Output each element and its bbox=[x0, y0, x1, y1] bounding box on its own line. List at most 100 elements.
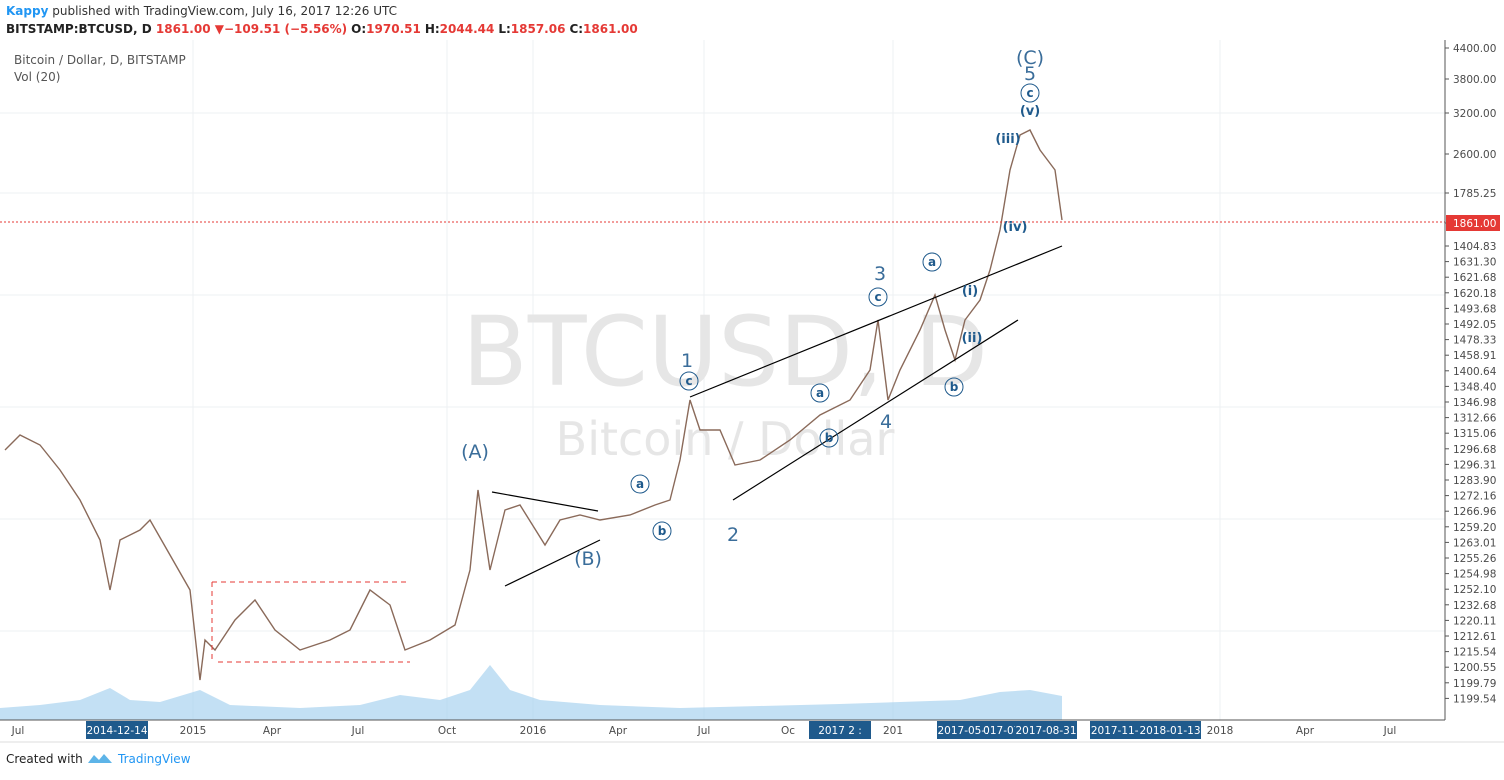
price-label: 1296.31 bbox=[1453, 459, 1496, 471]
price-label: 1458.91 bbox=[1453, 350, 1496, 362]
time-label: 2018 bbox=[1207, 725, 1234, 737]
footer-brand[interactable]: TradingView bbox=[117, 752, 191, 766]
price-label: 1785.25 bbox=[1453, 188, 1496, 200]
price-label: 1296.68 bbox=[1453, 444, 1496, 456]
time-label: Jul bbox=[11, 725, 25, 737]
watermark-name: Bitcoin / Dollar bbox=[556, 412, 895, 466]
time-label: 201 bbox=[883, 725, 903, 737]
price-label: 1620.18 bbox=[1453, 288, 1496, 300]
time-label: Apr bbox=[1296, 725, 1315, 737]
wave-labels: (C) 5 c (v) (iii) (iv) a (i) (ii) b 3 c … bbox=[461, 47, 1044, 570]
price-label: 3200.00 bbox=[1453, 108, 1496, 120]
time-label: 2014-12-14 bbox=[86, 725, 147, 737]
wave-label: b bbox=[950, 380, 959, 394]
time-label: 2017-11-1 bbox=[1091, 725, 1145, 737]
time-label: 2016 bbox=[520, 725, 547, 737]
author: Kappy bbox=[6, 4, 49, 18]
wave-label: (iv) bbox=[1003, 220, 1028, 235]
wave-label: a bbox=[816, 386, 824, 400]
price-label: 2600.00 bbox=[1453, 149, 1496, 161]
price-label: 1621.68 bbox=[1453, 272, 1496, 284]
price-label: 1266.96 bbox=[1453, 506, 1497, 518]
price-label: 1400.64 bbox=[1453, 366, 1497, 378]
wave-label: 2 bbox=[727, 524, 739, 546]
wave-label: 1 bbox=[681, 350, 693, 372]
price-label: 1283.90 bbox=[1453, 475, 1496, 487]
ohlc-key: L: bbox=[498, 22, 510, 36]
price-label: 1215.54 bbox=[1453, 647, 1497, 659]
price-labels: 4400.00 3800.00 3200.00 2600.00 1785.25 1861.… bbox=[1445, 43, 1500, 705]
time-labels: Jul 2014-12-14 2015 Apr Jul Oct 2016 Apr Jul Oc 20… bbox=[11, 721, 1397, 739]
price-label: 1493.68 bbox=[1453, 303, 1496, 315]
tv-logo bbox=[88, 754, 112, 763]
wave-circle bbox=[1020, 83, 1040, 103]
price-label: 1348.40 bbox=[1453, 381, 1496, 393]
price-label: 1346.98 bbox=[1453, 397, 1496, 409]
wave-label: 4 bbox=[880, 411, 892, 433]
ohlc-value: 1970.51 bbox=[366, 22, 421, 36]
wave-label: a bbox=[928, 255, 936, 269]
time-label: Jul bbox=[351, 725, 365, 737]
price-label: 4400.00 bbox=[1453, 43, 1496, 55]
change: −109.51 (−5.56%) bbox=[224, 22, 347, 36]
wave-circle bbox=[868, 287, 888, 307]
time-label: 2015 bbox=[180, 725, 207, 737]
price-label: 1220.11 bbox=[1453, 615, 1496, 627]
wave-label: (B) bbox=[574, 548, 602, 570]
wave-label: (v) bbox=[1020, 104, 1040, 119]
price-label: 3800.00 bbox=[1453, 74, 1496, 86]
time-label: 2018-01-13 bbox=[1139, 725, 1200, 737]
wave-label: (i) bbox=[962, 284, 978, 299]
time-badge bbox=[937, 721, 999, 739]
time-badge bbox=[1090, 721, 1146, 739]
down-arrow: ▼ bbox=[215, 22, 225, 36]
volume-area bbox=[0, 665, 1062, 720]
price-label: 1199.54 bbox=[1453, 693, 1497, 705]
price-label: 1631.30 bbox=[1453, 257, 1496, 269]
wave-label: c bbox=[874, 290, 881, 304]
wave-circle bbox=[679, 371, 699, 391]
grid bbox=[0, 40, 1445, 720]
time-axis bbox=[0, 720, 1504, 740]
wave-circle bbox=[819, 428, 839, 448]
time-badge bbox=[1015, 721, 1077, 739]
ohlc-key: C: bbox=[569, 22, 583, 36]
price-label: 1232.68 bbox=[1453, 600, 1496, 612]
wave-label: (iii) bbox=[995, 132, 1020, 147]
price-label: 1200.55 bbox=[1453, 662, 1496, 674]
time-label: Apr bbox=[609, 725, 628, 737]
time-label: Oc bbox=[781, 725, 795, 737]
wave-label: c bbox=[1026, 86, 1033, 100]
wave-label: b bbox=[658, 524, 667, 538]
legend-title: Bitcoin / Dollar, D, BITSTAMP bbox=[14, 53, 186, 67]
price-axis bbox=[1445, 40, 1504, 720]
wave-label: (A) bbox=[461, 441, 489, 463]
price-label: 1312.66 bbox=[1453, 413, 1497, 425]
time-label: 2017-05-10 bbox=[937, 725, 998, 737]
price-label: 1252.10 bbox=[1453, 584, 1496, 596]
time-label: Oct bbox=[438, 725, 456, 737]
time-badge bbox=[86, 721, 148, 739]
footer-created: Created with bbox=[6, 752, 83, 766]
price-label: 1255.26 bbox=[1453, 553, 1497, 565]
price-label: 1254.98 bbox=[1453, 569, 1496, 581]
ohlc-value: 1857.06 bbox=[511, 22, 566, 36]
wave-circle bbox=[922, 252, 942, 272]
price-label: 1404.83 bbox=[1453, 241, 1496, 253]
wave-label: (C) bbox=[1016, 47, 1044, 69]
wave-circle bbox=[944, 377, 964, 397]
wave-label: (ii) bbox=[962, 331, 983, 346]
price-label: 1259.20 bbox=[1453, 522, 1496, 534]
last-price-badge bbox=[1446, 215, 1500, 231]
price-label: 1478.33 bbox=[1453, 335, 1496, 347]
wave-label: 5 bbox=[1024, 63, 1036, 85]
symbol-line: BITSTAMP:BTCUSD, D 1861.00 ▼−109.51 (−5.… bbox=[6, 22, 638, 36]
symbol: BITSTAMP:BTCUSD, D bbox=[6, 22, 152, 36]
time-label: Jul bbox=[1383, 725, 1397, 737]
wave-label: c bbox=[685, 374, 692, 388]
time-label: 2017 2 : bbox=[818, 725, 862, 737]
trend-lines bbox=[491, 245, 1063, 587]
last: 1861.00 bbox=[156, 22, 211, 36]
